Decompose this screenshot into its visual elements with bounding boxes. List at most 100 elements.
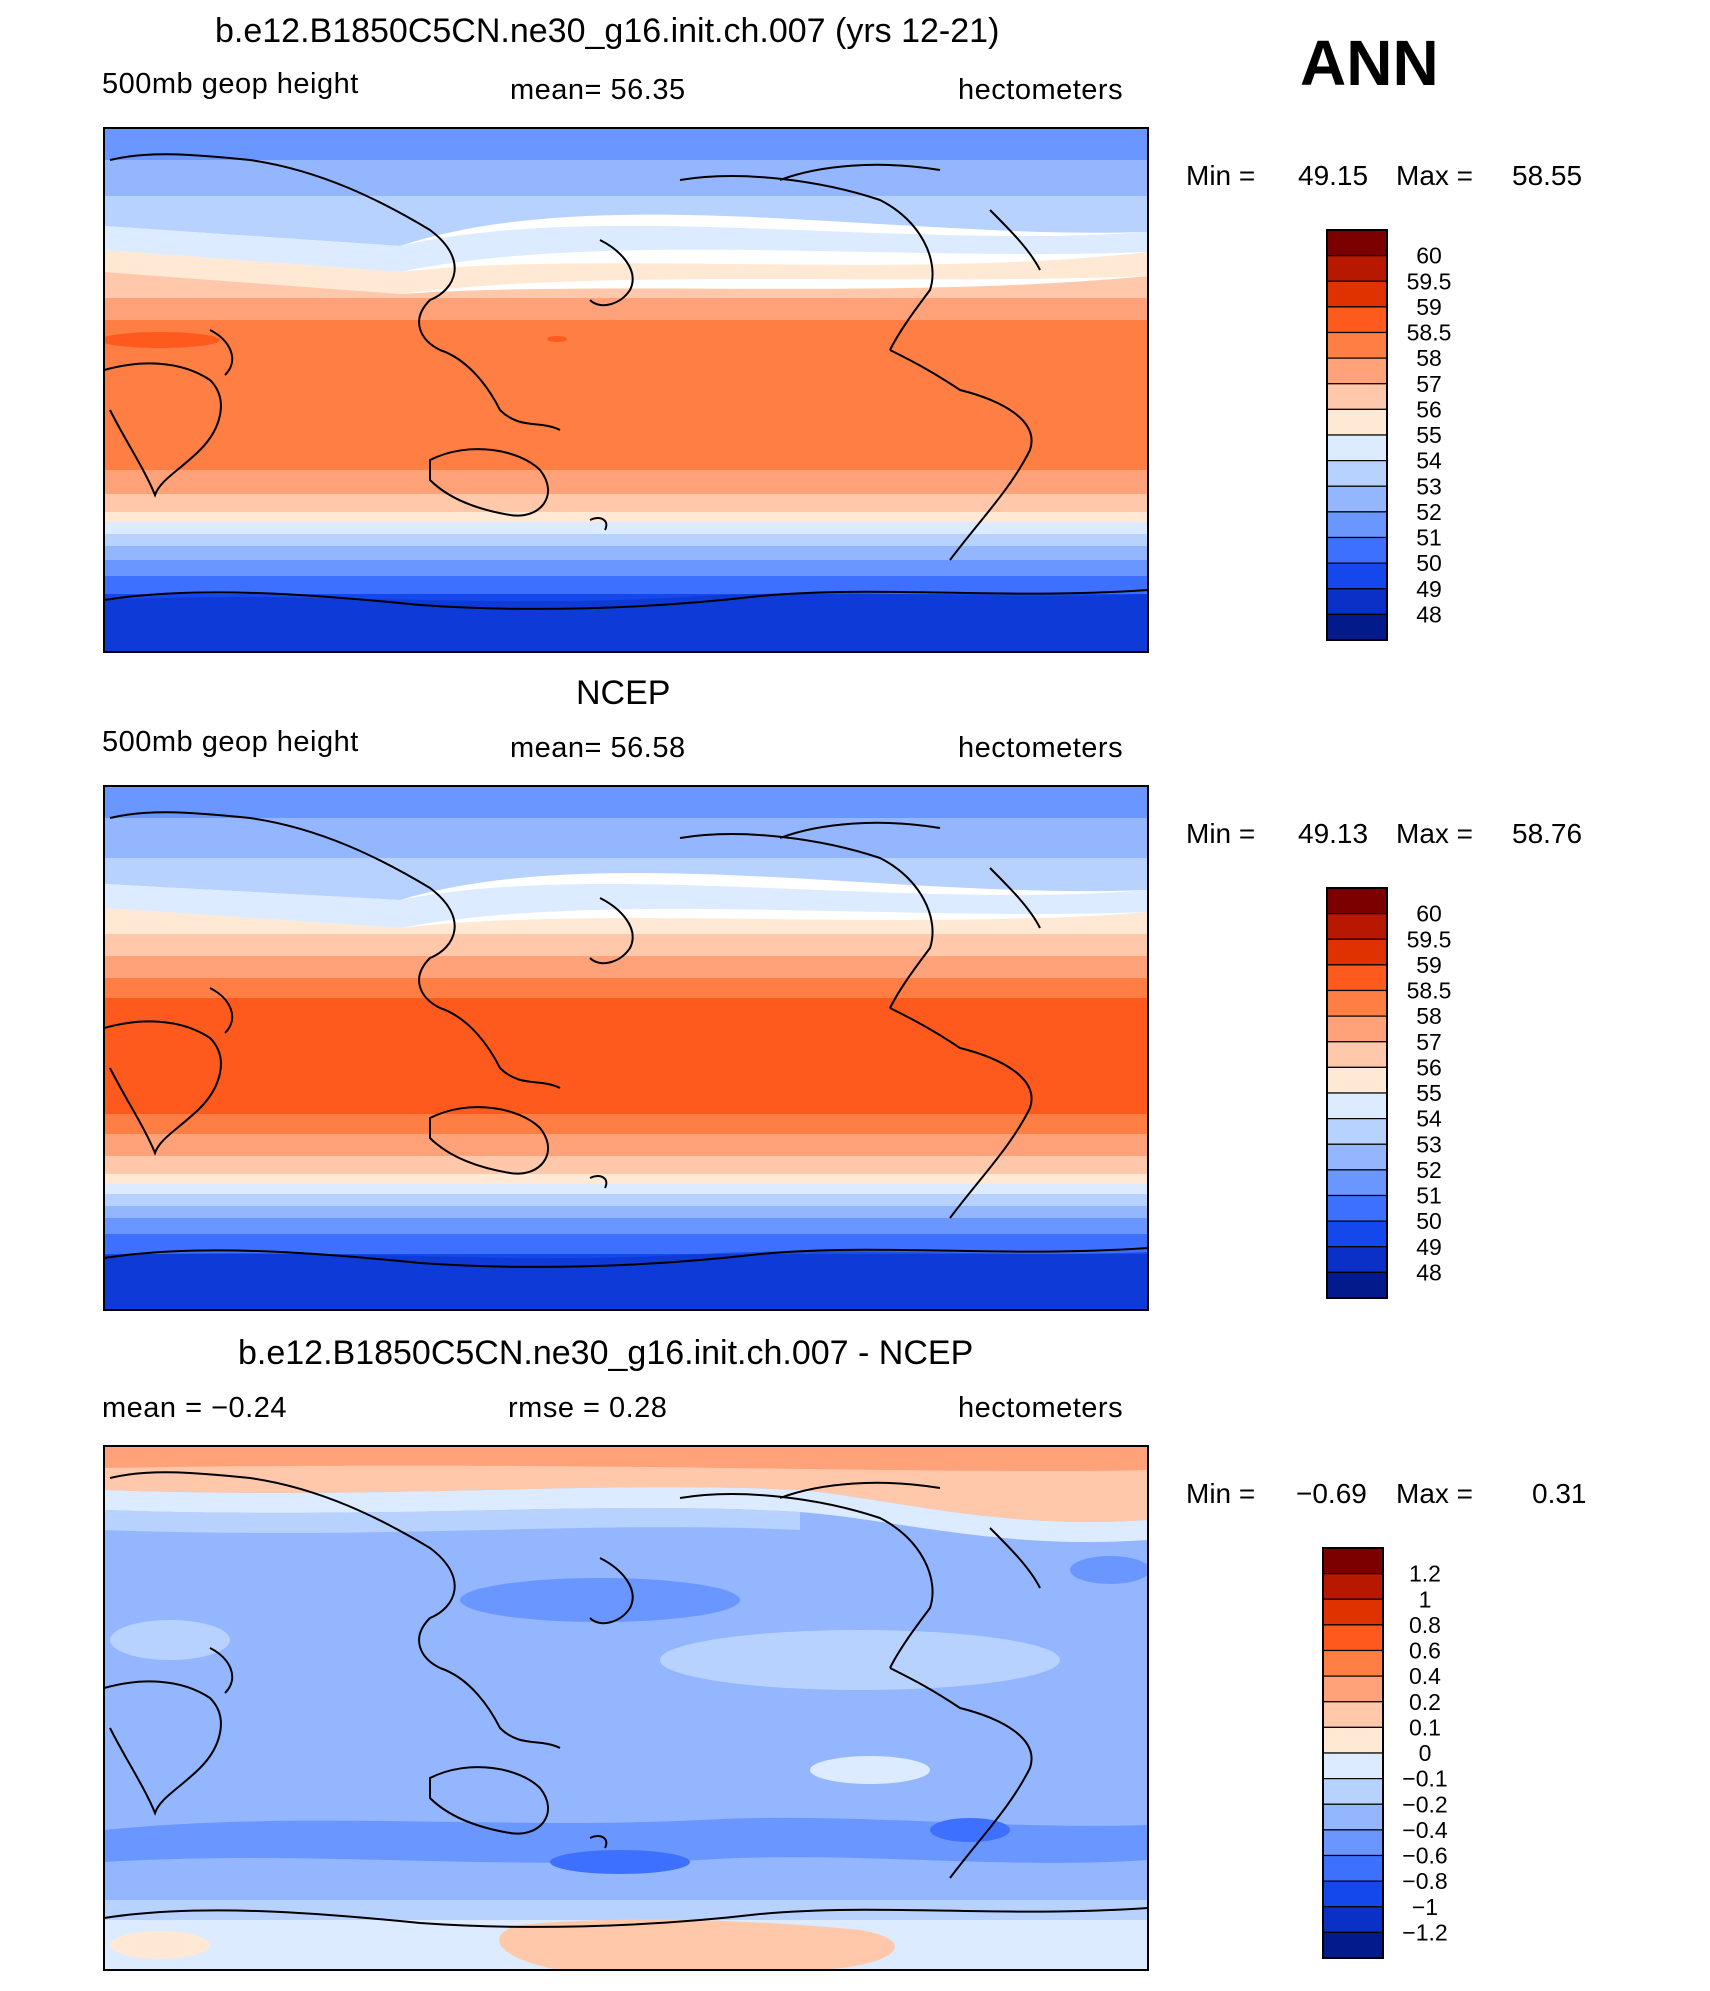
colorbar-swatch xyxy=(1322,1598,1384,1626)
colorbar-label: 58.5 xyxy=(1407,978,1452,1004)
panel1-mean-label: mean= 56.35 xyxy=(510,74,686,106)
panel2-max-value: 58.76 xyxy=(1512,818,1583,849)
colorbar-swatch xyxy=(1326,331,1388,359)
colorbar-swatch xyxy=(1326,938,1388,966)
colorbar-label: 54 xyxy=(1416,448,1442,474)
colorbar-label: 57 xyxy=(1416,371,1442,397)
panel3-min-value: −0.69 xyxy=(1296,1478,1367,1509)
colorbar-label: 0.2 xyxy=(1409,1689,1441,1715)
colorbar-label: −0.8 xyxy=(1402,1868,1447,1894)
panel2-units: hectometers xyxy=(958,732,1124,764)
panel2-max-label: Max = xyxy=(1396,818,1474,849)
panel2-coastlines xyxy=(104,811,1148,1268)
colorbar-label: 52 xyxy=(1416,1157,1442,1183)
colorbar-swatch xyxy=(1326,1143,1388,1171)
colorbar-swatch xyxy=(1326,408,1388,436)
panel1-frame xyxy=(103,127,1149,653)
colorbar-label: 55 xyxy=(1416,422,1442,448)
colorbar-swatch xyxy=(1326,485,1388,513)
colorbar-swatch xyxy=(1326,1118,1388,1145)
colorbar-swatch xyxy=(1326,460,1388,487)
colorbar-label: 49 xyxy=(1416,1234,1442,1260)
panel3-title: b.e12.B1850C5CN.ne30_g16.init.ch.007 - N… xyxy=(238,1334,974,1372)
colorbar-label: −1.2 xyxy=(1402,1919,1447,1945)
colorbar-label: 49 xyxy=(1416,576,1442,602)
panel2-title: NCEP xyxy=(576,674,671,712)
colorbar-label: 60 xyxy=(1416,901,1442,927)
colorbar-swatch xyxy=(1322,1547,1384,1575)
colorbar-label: −0.4 xyxy=(1402,1817,1448,1843)
panel1-min-value: 49.15 xyxy=(1298,160,1369,191)
panel2-left-label: 500mb geop height xyxy=(102,726,359,758)
panel2-map xyxy=(104,786,1148,1310)
colorbar-swatch xyxy=(1326,1015,1388,1043)
colorbar-swatch xyxy=(1326,255,1388,282)
colorbar-frame xyxy=(1326,229,1388,641)
panel3-rmse-label: rmse = 0.28 xyxy=(508,1392,668,1424)
colorbar-label: 55 xyxy=(1416,1080,1442,1106)
colorbar-label: 1 xyxy=(1419,1586,1432,1612)
colorbar-label: −0.6 xyxy=(1402,1843,1447,1869)
colorbar-label: 50 xyxy=(1416,550,1442,576)
colorbar-swatch xyxy=(1326,434,1388,462)
colorbar-label: −0.2 xyxy=(1402,1791,1447,1817)
colorbar-swatch xyxy=(1326,229,1388,257)
colorbar-label: 58.5 xyxy=(1407,320,1452,346)
colorbar-swatch xyxy=(1326,613,1388,641)
panel3-max-value: 0.31 xyxy=(1532,1478,1587,1509)
colorbar-swatch xyxy=(1326,588,1388,615)
colorbar-swatch xyxy=(1322,1624,1384,1652)
panel3-units: hectometers xyxy=(958,1392,1124,1424)
panel1-map xyxy=(104,128,1148,652)
colorbar-swatch xyxy=(1326,1092,1388,1120)
colorbar-swatch xyxy=(1326,1271,1388,1299)
colorbar-label: 59 xyxy=(1416,952,1442,978)
colorbar-label: 58 xyxy=(1416,1003,1442,1029)
colorbar-label: 60 xyxy=(1416,243,1442,269)
colorbar-swatch xyxy=(1322,1854,1384,1882)
colorbar-swatch xyxy=(1326,964,1388,992)
colorbar-swatch xyxy=(1326,306,1388,334)
colorbar-swatch xyxy=(1322,1726,1384,1754)
colorbar-swatch xyxy=(1326,1246,1388,1273)
panel1-title: b.e12.B1850C5CN.ne30_g16.init.ch.007 (yr… xyxy=(215,12,1000,50)
colorbar-label: 50 xyxy=(1416,1208,1442,1234)
panel3-mean-label: mean = −0.24 xyxy=(102,1392,287,1424)
colorbar-label: 52 xyxy=(1416,499,1442,525)
colorbar-swatch xyxy=(1322,1880,1384,1908)
colorbar-swatch xyxy=(1322,1649,1384,1677)
colorbar-swatch xyxy=(1322,1829,1384,1857)
colorbar-swatch xyxy=(1326,887,1388,915)
panel2-mean-label: mean= 56.58 xyxy=(510,732,686,764)
colorbar-swatch xyxy=(1322,1778,1384,1805)
colorbar-swatch xyxy=(1322,1701,1384,1728)
colorbar-swatch xyxy=(1326,1041,1388,1068)
colorbar-swatch xyxy=(1322,1675,1384,1703)
colorbar-swatch xyxy=(1326,511,1388,539)
colorbar-label: 1.2 xyxy=(1409,1561,1441,1587)
colorbar-label: 48 xyxy=(1416,1259,1442,1285)
colorbar-label: 0.1 xyxy=(1409,1714,1441,1740)
colorbar-label: 56 xyxy=(1416,396,1442,422)
panel3-min-label: Min = xyxy=(1186,1478,1256,1509)
colorbar-label: 51 xyxy=(1416,525,1442,551)
colorbar-label: 53 xyxy=(1416,1131,1442,1157)
panel1-max-label: Max = xyxy=(1396,160,1474,191)
colorbar-swatch xyxy=(1326,562,1388,590)
panel3-max-label: Max = xyxy=(1396,1478,1474,1509)
colorbar-swatch xyxy=(1326,1066,1388,1094)
panel2-min-label: Min = xyxy=(1186,818,1256,849)
colorbar-swatch xyxy=(1326,383,1388,410)
colorbar-swatch xyxy=(1322,1906,1384,1933)
season-label: ANN xyxy=(1300,27,1439,99)
colorbar-label: −1 xyxy=(1412,1894,1438,1920)
colorbar-swatch xyxy=(1322,1931,1384,1959)
colorbar-label: 0.8 xyxy=(1409,1612,1441,1638)
panel2-min-value: 49.13 xyxy=(1298,818,1369,849)
colorbar-label: 0.6 xyxy=(1409,1638,1441,1664)
colorbar-label: 59.5 xyxy=(1407,268,1452,294)
colorbar-label: 51 xyxy=(1416,1183,1442,1209)
colorbar-frame xyxy=(1322,1547,1384,1959)
